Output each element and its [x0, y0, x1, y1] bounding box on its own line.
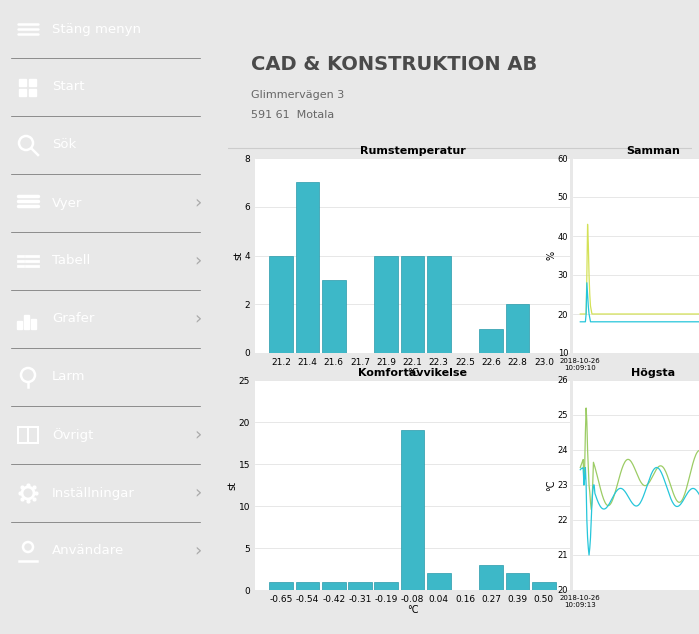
Text: Larm: Larm [52, 370, 85, 384]
Y-axis label: st: st [227, 481, 237, 489]
Text: 591 61  Motala: 591 61 Motala [251, 110, 334, 120]
Bar [375, 256, 398, 353]
Bar [29, 89, 36, 96]
Text: Grafer: Grafer [52, 313, 94, 325]
Text: ›: › [194, 542, 201, 560]
Bar [401, 256, 424, 353]
Text: Övrigt: Övrigt [52, 428, 94, 442]
Bar [296, 581, 319, 590]
Bar [480, 328, 503, 353]
Bar [269, 256, 293, 353]
Text: ›: › [194, 194, 201, 212]
Bar [480, 565, 503, 590]
Text: ›: › [194, 426, 201, 444]
Text: Glimmervägen 3: Glimmervägen 3 [251, 90, 345, 100]
Text: CAD & KONSTRUKTION AB: CAD & KONSTRUKTION AB [251, 55, 538, 74]
Text: Stäng menyn: Stäng menyn [52, 22, 141, 36]
Title: Högsta: Högsta [631, 368, 675, 378]
Bar [18, 427, 28, 443]
Text: ›: › [194, 252, 201, 270]
X-axis label: °C: °C [407, 368, 418, 378]
Bar [322, 280, 345, 353]
Text: Vyer: Vyer [52, 197, 82, 209]
X-axis label: °C: °C [407, 605, 418, 615]
Title: Samman: Samman [626, 146, 680, 156]
Bar [401, 430, 424, 590]
Text: Start: Start [52, 81, 85, 93]
Bar [296, 183, 319, 353]
Bar [29, 79, 36, 86]
Bar [532, 581, 556, 590]
Title: Rumstemperatur: Rumstemperatur [359, 146, 466, 156]
Text: Användare: Användare [52, 545, 124, 557]
Bar [506, 573, 529, 590]
Y-axis label: st: st [233, 251, 243, 260]
Bar [28, 427, 38, 443]
Title: Komfortavvikelse: Komfortavvikelse [358, 368, 467, 378]
Bar [19, 89, 26, 96]
Text: Tabell: Tabell [52, 254, 90, 268]
Bar [24, 315, 29, 329]
Text: ›: › [194, 310, 201, 328]
Bar [19, 79, 26, 86]
Y-axis label: %: % [546, 251, 556, 260]
Text: ›: › [194, 484, 201, 502]
Bar [427, 573, 451, 590]
Bar [506, 304, 529, 353]
Text: Sök: Sök [52, 138, 76, 152]
Bar [427, 256, 451, 353]
Bar [269, 581, 293, 590]
Text: Inställningar: Inställningar [52, 486, 135, 500]
Bar [17, 321, 22, 329]
Bar [31, 319, 36, 329]
Bar [375, 581, 398, 590]
Y-axis label: °C: °C [546, 479, 556, 491]
Bar [348, 581, 372, 590]
Bar [322, 581, 345, 590]
